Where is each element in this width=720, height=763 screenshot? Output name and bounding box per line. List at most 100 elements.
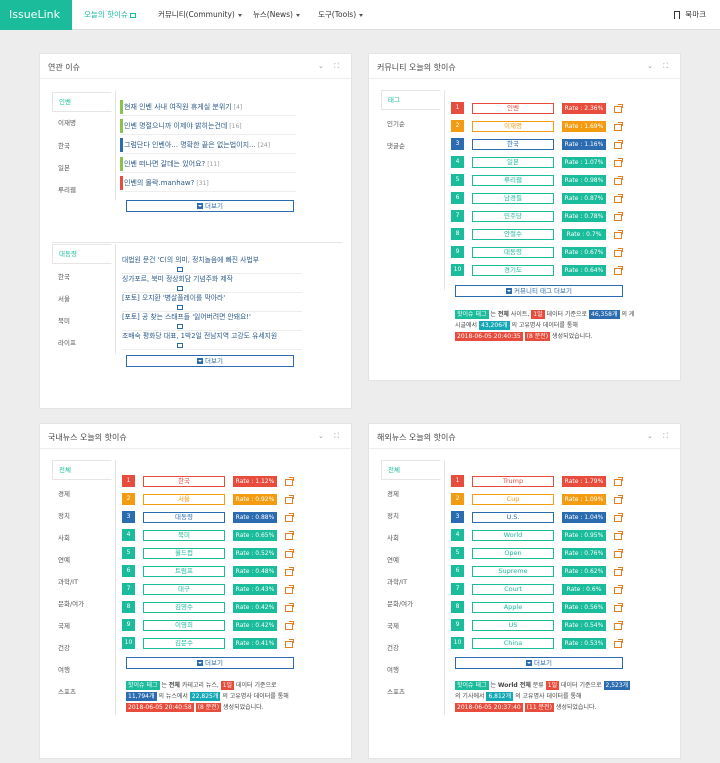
keyword-button[interactable]: 경기도 <box>472 264 554 276</box>
nav-item-news[interactable]: 뉴스(News) <box>253 0 300 30</box>
tab-item[interactable]: 문화/여가 <box>58 600 85 608</box>
share-link-icon[interactable] <box>614 603 623 612</box>
more-button[interactable]: 더보기 <box>126 355 294 367</box>
external-link-icon[interactable] <box>177 323 183 329</box>
keyword-button[interactable]: 서울 <box>143 493 225 505</box>
share-link-icon[interactable] <box>614 495 623 504</box>
news-item[interactable]: 현재 인벤 사내 여직원 휴게실 분위기 [4] <box>120 100 296 116</box>
tab-item[interactable]: 전체 <box>52 460 112 480</box>
share-link-icon[interactable] <box>614 266 623 275</box>
tab-korea[interactable]: 한국 <box>58 273 70 281</box>
share-link-icon[interactable] <box>614 230 623 239</box>
panel-controls[interactable]: ⌄ ⛶ <box>318 432 343 440</box>
panel-controls[interactable]: ⌄ ⛶ <box>647 432 672 440</box>
tab-item[interactable]: 문화/여가 <box>387 600 414 608</box>
tab-japan[interactable]: 일본 <box>58 164 70 172</box>
tab-item[interactable]: 정치 <box>387 512 399 520</box>
external-link-icon[interactable] <box>177 285 183 291</box>
share-link-icon[interactable] <box>614 248 623 257</box>
news-item[interactable]: 인벤 명절으니까 이제야 밝히는건데 [16] <box>120 119 296 135</box>
keyword-button[interactable]: 월드컵 <box>143 547 225 559</box>
share-link-icon[interactable] <box>614 477 623 486</box>
panel-controls[interactable]: ⌄ ⛶ <box>647 62 672 70</box>
tab-item[interactable]: 사회 <box>387 534 399 542</box>
keyword-button[interactable]: Cup <box>472 493 554 505</box>
tab-ruliweb[interactable]: 루리웹 <box>58 186 76 194</box>
keyword-button[interactable]: 한국 <box>472 138 554 150</box>
keyword-button[interactable]: 남경필 <box>472 192 554 204</box>
tab-korea[interactable]: 한국 <box>58 142 70 150</box>
keyword-button[interactable]: Trump <box>472 475 554 487</box>
nav-item-tools[interactable]: 도구(Tools) <box>318 0 364 30</box>
nav-item-community[interactable]: 커뮤니티(Community) <box>158 0 242 30</box>
nav-item-today-hot[interactable]: 오늘의 핫이슈 <box>84 0 136 30</box>
more-button[interactable]: 더보기 <box>126 200 294 212</box>
keyword-button[interactable]: China <box>472 637 554 649</box>
share-link-icon[interactable] <box>614 140 623 149</box>
share-link-icon[interactable] <box>614 531 623 540</box>
tab-item[interactable]: 댓글순 <box>387 142 405 150</box>
tab-leejaemyung[interactable]: 이재명 <box>58 119 76 127</box>
tab-item[interactable]: 스포츠 <box>387 688 405 696</box>
share-link-icon[interactable] <box>285 603 294 612</box>
news-item[interactable]: 조배숙 평화당 대표, 1박2일 전남지역 고강도 유세지원 <box>122 332 302 350</box>
tab-item[interactable]: 과학/IT <box>387 578 408 586</box>
external-link-icon[interactable] <box>177 304 183 310</box>
tab-item[interactable]: 국제 <box>387 622 399 630</box>
tab-item[interactable]: 인기순 <box>387 120 405 128</box>
keyword-button[interactable]: 인벤 <box>472 102 554 114</box>
keyword-button[interactable]: Supreme <box>472 565 554 577</box>
tab-item[interactable]: 전체 <box>381 460 441 480</box>
tab-item[interactable]: 경제 <box>387 490 399 498</box>
tab-item[interactable]: 국제 <box>58 622 70 630</box>
share-link-icon[interactable] <box>285 621 294 630</box>
tab-president[interactable]: 대동령 <box>52 244 112 264</box>
news-item[interactable]: 대법원 문건 'C(의 의미, 정치놀음에 빠진 사법부 <box>122 256 302 274</box>
external-link-icon[interactable] <box>177 266 183 272</box>
keyword-button[interactable]: U.S. <box>472 511 554 523</box>
share-link-icon[interactable] <box>614 513 623 522</box>
share-link-icon[interactable] <box>614 639 623 648</box>
news-item[interactable]: 그럼단다 인벤아... 명확한 끝은 없는법이지... [24] <box>120 138 296 154</box>
share-link-icon[interactable] <box>285 567 294 576</box>
keyword-button[interactable]: 북미 <box>143 529 225 541</box>
share-link-icon[interactable] <box>285 495 294 504</box>
share-link-icon[interactable] <box>285 639 294 648</box>
share-link-icon[interactable] <box>614 158 623 167</box>
news-item[interactable]: 싱가포르, 북미 정상회담 기념주화 제작 <box>122 275 302 293</box>
tab-item[interactable]: 태그 <box>381 90 441 110</box>
tab-item[interactable]: 과학/IT <box>58 578 79 586</box>
keyword-button[interactable]: 대구 <box>143 583 225 595</box>
share-link-icon[interactable] <box>285 531 294 540</box>
keyword-button[interactable]: 루리웹 <box>472 174 554 186</box>
tab-item[interactable]: 연예 <box>387 556 399 564</box>
tab-item[interactable]: 연예 <box>58 556 70 564</box>
tab-life[interactable]: 라이프 <box>58 339 76 347</box>
domestic-more-button[interactable]: 더보기 <box>126 657 294 669</box>
share-link-icon[interactable] <box>614 621 623 630</box>
tab-item[interactable]: 스포츠 <box>58 688 76 696</box>
tab-item[interactable]: 여행 <box>58 666 70 674</box>
keyword-button[interactable]: 이영희 <box>143 619 225 631</box>
share-link-icon[interactable] <box>614 212 623 221</box>
share-link-icon[interactable] <box>285 549 294 558</box>
keyword-button[interactable]: 한국 <box>143 475 225 487</box>
keyword-button[interactable]: 민주당 <box>472 210 554 222</box>
news-item[interactable]: [포토] 오지환 '병살플레이를 막아라' <box>122 294 302 312</box>
keyword-button[interactable]: 일본 <box>472 156 554 168</box>
tab-seoul[interactable]: 서울 <box>58 295 70 303</box>
tab-item[interactable]: 경제 <box>58 490 70 498</box>
share-link-icon[interactable] <box>614 104 623 113</box>
tab-item[interactable]: 사회 <box>58 534 70 542</box>
overseas-more-button[interactable]: 더보기 <box>455 657 623 669</box>
panel-controls[interactable]: ⌄ ⛶ <box>318 62 343 70</box>
keyword-button[interactable]: 대동령 <box>143 511 225 523</box>
share-link-icon[interactable] <box>614 549 623 558</box>
external-link-icon[interactable] <box>177 342 183 348</box>
keyword-button[interactable]: 대동령 <box>472 246 554 258</box>
logo[interactable]: IssueLink <box>0 0 72 30</box>
share-link-icon[interactable] <box>614 122 623 131</box>
tab-item[interactable]: 건강 <box>387 644 399 652</box>
share-link-icon[interactable] <box>614 585 623 594</box>
keyword-button[interactable]: Court <box>472 583 554 595</box>
